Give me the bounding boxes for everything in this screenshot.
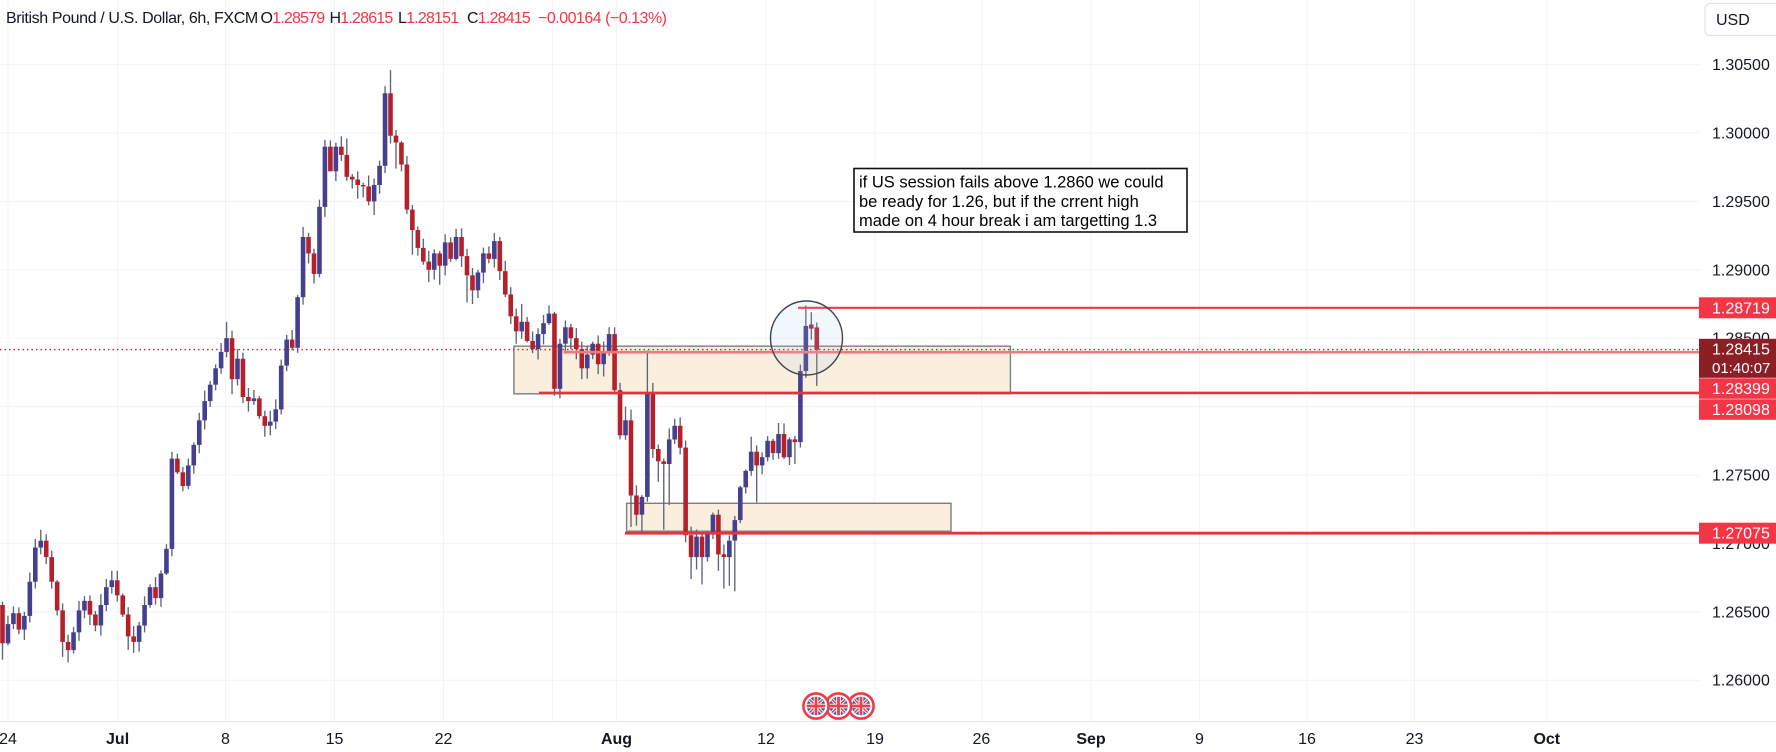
svg-text:1.30500: 1.30500: [1712, 57, 1770, 74]
svg-text:Sep: Sep: [1076, 731, 1106, 748]
svg-text:24: 24: [0, 731, 17, 748]
svg-text:L1.28151: L1.28151: [398, 10, 459, 27]
svg-text:Jul: Jul: [106, 731, 129, 748]
svg-text:01:40:07: 01:40:07: [1712, 360, 1770, 377]
svg-text:1.28415: 1.28415: [1712, 341, 1770, 358]
svg-text:made on 4 hour break i am targ: made on 4 hour break i am targetting 1.3: [859, 212, 1157, 230]
svg-text:19: 19: [866, 731, 884, 748]
svg-text:15: 15: [326, 731, 344, 748]
svg-text:1.26500: 1.26500: [1712, 604, 1770, 621]
svg-text:8: 8: [221, 731, 230, 748]
svg-text:1.26000: 1.26000: [1712, 673, 1770, 690]
svg-text:9: 9: [1195, 731, 1204, 748]
svg-text:1.29500: 1.29500: [1712, 194, 1770, 211]
svg-text:12: 12: [757, 731, 775, 748]
svg-text:22: 22: [435, 731, 453, 748]
svg-text:USD: USD: [1716, 12, 1750, 29]
svg-text:British Pound / U.S. Dollar, 6: British Pound / U.S. Dollar, 6h, FXCM: [6, 10, 258, 27]
svg-text:1.28399: 1.28399: [1712, 381, 1770, 398]
svg-text:−0.00164 (−0.13%): −0.00164 (−0.13%): [538, 10, 667, 27]
svg-text:C1.28415: C1.28415: [467, 10, 531, 27]
svg-text:23: 23: [1406, 731, 1424, 748]
svg-text:1.30000: 1.30000: [1712, 126, 1770, 143]
svg-text:be ready for 1.26, but if the: be ready for 1.26, but if the crrent hig…: [859, 193, 1139, 211]
svg-text:O1.28579: O1.28579: [261, 10, 326, 27]
svg-text:if US session fails above 1.28: if US session fails above 1.2860 we coul…: [859, 174, 1164, 192]
svg-text:26: 26: [973, 731, 991, 748]
svg-text:H1.28615: H1.28615: [330, 10, 394, 27]
svg-text:1.29000: 1.29000: [1712, 262, 1770, 279]
svg-text:1.27075: 1.27075: [1712, 526, 1770, 543]
svg-text:1.27500: 1.27500: [1712, 468, 1770, 485]
svg-text:1.28098: 1.28098: [1712, 402, 1770, 419]
svg-text:Oct: Oct: [1533, 731, 1560, 748]
svg-text:Aug: Aug: [601, 731, 632, 748]
svg-text:16: 16: [1298, 731, 1316, 748]
svg-text:1.28719: 1.28719: [1712, 300, 1770, 317]
